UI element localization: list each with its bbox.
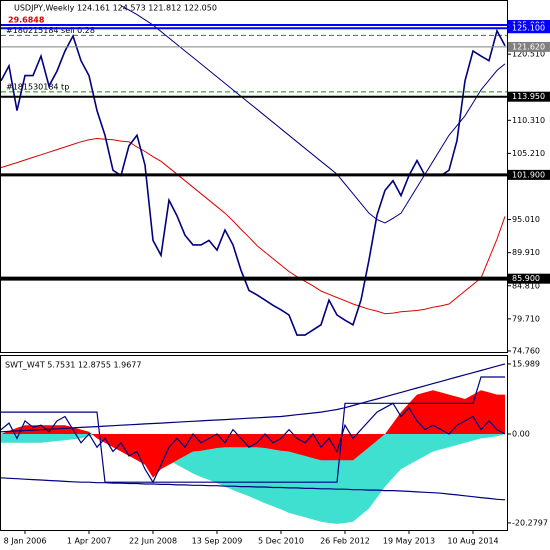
level-box	[508, 169, 550, 180]
y-tick-label: 105.210	[512, 149, 545, 158]
order-text: #180215184 sell 0.28	[6, 26, 95, 35]
x-tick-label: 22 Jun 2008	[129, 537, 177, 546]
level-label: 85.900	[512, 274, 540, 283]
y-tick-label: 74.760	[512, 346, 540, 355]
badge: 29.6848	[8, 16, 45, 25]
chart-title: USDJPY,Weekly 124.161 124.573 121.812 12…	[14, 4, 217, 13]
x-tick-label: 13 Sep 2009	[192, 537, 243, 546]
level-box	[508, 273, 550, 284]
price-line	[1, 137, 506, 315]
oscillator-line	[1, 402, 506, 484]
y-tick-label: 15.989	[512, 359, 540, 368]
y-tick-label: -20.2797	[512, 518, 548, 527]
y-tick-label: 84.810	[512, 281, 540, 290]
x-tick-label: 5 Dec 2010	[258, 537, 304, 546]
histogram-area	[1, 434, 505, 524]
x-tick-label: 8 Jan 2006	[4, 537, 47, 546]
level-label: 125.100	[512, 24, 545, 33]
histogram-area	[1, 390, 505, 478]
level-label: 101.900	[512, 170, 545, 179]
badge-box	[3, 15, 69, 25]
y-tick-label: 79.710	[512, 314, 540, 323]
indicator-frame	[0, 355, 508, 531]
oscillator-line	[1, 376, 505, 483]
x-tick-label: 19 May 2013	[383, 537, 435, 546]
y-tick-label: 95.010	[512, 215, 540, 224]
price-line	[120, 5, 506, 224]
y-tick-label: 120.510	[512, 50, 545, 59]
x-tick-label: 1 Apr 2007	[67, 537, 111, 546]
level-label: 121.620	[512, 42, 545, 51]
order-text: #181530184 tp	[6, 82, 69, 91]
indicator-title: SWT_W4T 5.7531 12.8755 1.9677	[5, 361, 141, 370]
y-tick-label: 110.310	[512, 116, 545, 125]
level-box	[508, 41, 550, 52]
x-tick-label: 10 Aug 2014	[447, 537, 498, 546]
x-tick-label: 26 Feb 2012	[320, 537, 370, 546]
oscillator-line	[1, 477, 506, 501]
price-line	[1, 28, 506, 336]
main-frame	[0, 0, 508, 353]
y-tick-label: 89.910	[512, 248, 540, 257]
level-label: 113.950	[512, 92, 545, 101]
oscillator-line	[1, 363, 506, 433]
level-box	[508, 23, 550, 34]
y-tick-label: 0.00	[512, 430, 530, 439]
level-box	[508, 91, 550, 102]
